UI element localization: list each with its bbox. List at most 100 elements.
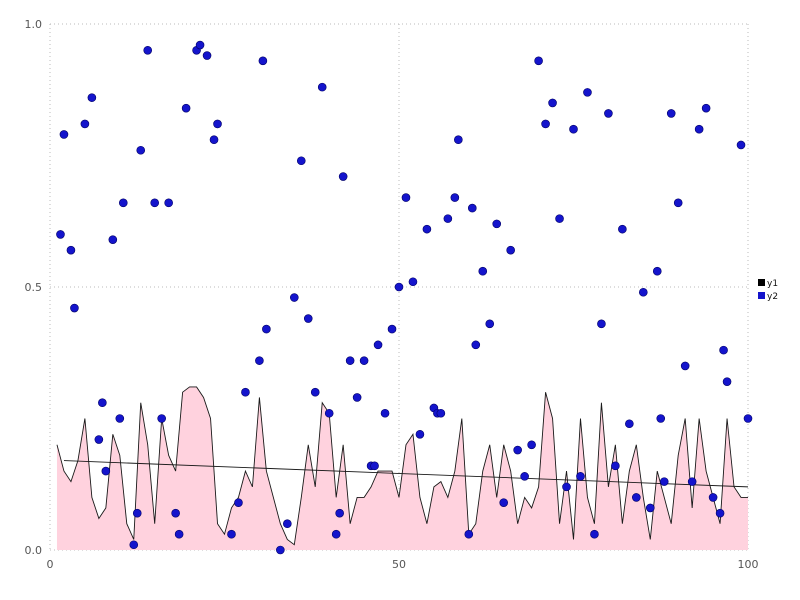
scatter-point [708,493,718,502]
scatter-point [98,398,107,408]
x-axis-tick-label: 0 [47,558,54,571]
scatter-point [262,324,271,334]
scatter-point [234,498,243,507]
scatter-point [227,529,236,539]
scatter-point [450,193,460,202]
scatter-point [436,408,446,418]
scatter-point [303,314,313,323]
scatter-point [171,508,180,518]
scatter-point [380,408,390,418]
scatter-point [310,387,320,397]
scatter-point [94,435,104,444]
scatter-point [701,103,711,113]
scatter-point [673,198,683,208]
scatter-point [443,214,453,223]
scatter-point [143,45,153,55]
scatter-point [164,198,173,208]
scatter-point [562,482,571,492]
scatter-point [467,203,477,213]
scatter-point [555,214,564,223]
scatter-point [632,493,641,502]
legend-label-y1: y1 [767,279,778,289]
scatter-point [241,387,250,397]
scatter-point [373,340,383,350]
scatter-point [597,319,606,329]
scatter-point [583,88,592,97]
x-axis-tick-label: 100 [738,558,759,571]
scatter-point [520,472,529,481]
scatter-point [527,440,536,450]
scatter-point [415,429,425,439]
scatter-point [335,508,344,518]
scatter-point [202,51,212,60]
legend-label-y2: y2 [767,292,778,302]
scatter-point [87,93,97,102]
legend-swatch-y2 [758,292,765,299]
scatter-point [645,503,655,513]
area-series-line [56,386,748,546]
scatter-point [324,408,334,418]
scatter-point [150,198,159,208]
scatter-point [276,545,285,555]
scatter-point [611,461,620,471]
scatter-point [338,172,348,181]
scatter-point [478,266,488,276]
legend-swatch-y1 [758,279,765,286]
scatter-point [296,156,306,166]
y-axis-tick-label: 0.0 [25,544,43,557]
scatter-point [157,414,166,423]
scatter-point [283,519,292,529]
scatter-point [136,145,146,155]
scatter-point [719,345,728,355]
scatter-point [115,414,125,423]
scatter-point [289,293,299,302]
scatter-point [513,445,522,455]
scatter-point [618,224,627,234]
scatter-point [694,124,704,134]
scatter-point [492,219,502,229]
trend-line [63,460,749,488]
scatter-point [659,477,669,486]
scatter-point [422,224,432,234]
scatter-point [331,529,341,539]
scatter-point [656,414,666,423]
scatter-point [359,356,369,365]
scatter-point [715,508,725,518]
scatter-point [66,245,76,255]
scatter-point [743,414,753,423]
scatter-point [352,393,362,402]
scatter-point [548,98,557,108]
scatter-point [638,287,648,297]
scatter-point [118,198,128,208]
scatter-point [401,193,411,202]
scatter-point [209,135,219,145]
scatter-point [108,235,118,244]
scatter-point [485,319,495,329]
scatter-point [499,498,509,507]
scatter-point [604,109,613,118]
scatter-point [132,508,142,518]
scatter-point [258,56,268,66]
scatter-point [736,140,746,150]
scatter-point [317,82,327,92]
scatter-point [59,130,69,139]
scatter-point [569,124,578,134]
scatter-point [534,56,543,66]
scatter-point [590,529,599,539]
scatter-point [722,377,732,386]
scatter-point [652,266,662,276]
scatter-point [394,282,404,292]
scatter-point [666,109,676,118]
scatter-point [576,472,585,481]
scatter-point [454,135,463,145]
scatter-point [370,461,379,471]
scatter-point [625,419,634,429]
scatter-point [56,230,65,239]
scatter-point [464,529,474,539]
y-axis-tick-label: 1.0 [25,18,43,31]
scatter-point [80,119,90,129]
scatter-point [506,245,515,255]
y-axis-tick-label: 0.5 [25,281,43,294]
